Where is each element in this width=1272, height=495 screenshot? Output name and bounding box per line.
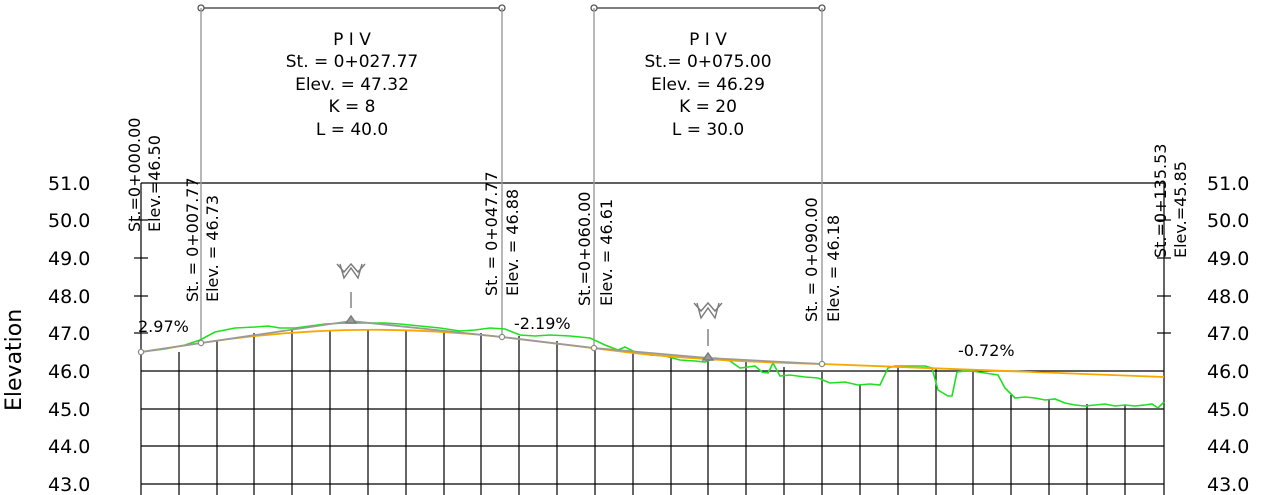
tick-label: 51.0 [48,173,90,195]
grade-point [137,348,145,356]
pvi-block-1: P I V St. = 0+027.77 Elev. = 47.32 K = 8… [286,30,418,140]
pvi-marker-icon [693,301,723,361]
tick-label: 45.0 [1207,399,1249,421]
pvi-station: St.= 0+075.00 [644,52,771,72]
tick-label: 50.0 [48,210,90,232]
grade-point [498,333,506,341]
elevation-label: Elev.=46.50 [145,135,164,232]
tick-label: 44.0 [1207,436,1249,458]
station-label: St.=0+000.00 [125,118,144,233]
right-elevation-labels: 51.0 50.0 49.0 48.0 47.0 46.0 45.0 44.0 … [1207,173,1249,495]
station-labels: St.=0+000.00 Elev.=46.50 St. = 0+007.77 … [125,118,1190,323]
tick-label: 48.0 [48,286,90,308]
tick-label: 49.0 [1207,248,1249,270]
pvi-station: St. = 0+027.77 [286,52,418,72]
tick-label: 50.0 [1207,210,1249,232]
pvi-title: P I V [689,30,727,50]
elevation-label: Elev.=45.85 [1171,161,1190,258]
tick-label: 51.0 [1207,173,1249,195]
station-label: St. = 0+047.77 [482,171,501,296]
pvi-title: P I V [333,30,371,50]
left-elevation-labels: 51.0 50.0 49.0 48.0 47.0 46.0 45.0 44.0 … [48,173,90,495]
elevation-label: Elev. = 46.18 [824,215,843,322]
grade-label: 2.97% [138,317,189,336]
pvi-elevation: Elev. = 47.32 [295,75,409,95]
tick-label: 46.0 [48,361,90,383]
elevation-label: Elev. = 46.73 [203,195,222,302]
station-label: St. = 0+090.00 [802,197,821,322]
tick-label: 44.0 [48,436,90,458]
elevation-label: Elev. = 46.88 [503,189,522,296]
grade-point [590,344,598,352]
station-label: St.=0+135.53 [1151,144,1170,259]
pvi-callout-frame-1 [197,4,506,343]
grid-vertical-lines [140,183,1165,495]
pvi-curve-length: L = 30.0 [672,120,744,140]
existing-ground-line [140,322,1165,410]
grade-point [197,339,205,347]
tick-label: 46.0 [1207,361,1249,383]
tick-label: 49.0 [48,248,90,270]
grade-point [818,360,826,368]
tick-label: 47.0 [1207,323,1249,345]
grade-points [137,333,826,368]
station-label: St.=0+060.00 [575,192,594,307]
axis-title: Elevation [2,309,27,411]
station-label: St. = 0+007.77 [183,177,202,302]
elevation-label: Elev. = 46.61 [597,199,616,306]
pvi-elevation: Elev. = 46.29 [651,75,765,95]
grade-label: -0.72% [958,341,1015,360]
axis-ticks [134,219,1171,334]
grid-horizontal-lines [141,182,1164,485]
grade-label: -2.19% [514,314,571,333]
pvi-marker-icon [336,262,366,324]
pvi-k-value: K = 8 [328,97,375,117]
tick-label: 47.0 [48,323,90,345]
tick-label: 45.0 [48,399,90,421]
tick-label: 43.0 [48,474,90,495]
pvi-callout-frame-2 [590,4,826,364]
tick-label: 43.0 [1207,474,1249,495]
pvi-k-value: K = 20 [679,97,737,117]
pvi-block-2: P I V St.= 0+075.00 Elev. = 46.29 K = 20… [644,30,771,140]
tick-label: 48.0 [1207,286,1249,308]
pvi-curve-length: L = 40.0 [316,120,388,140]
